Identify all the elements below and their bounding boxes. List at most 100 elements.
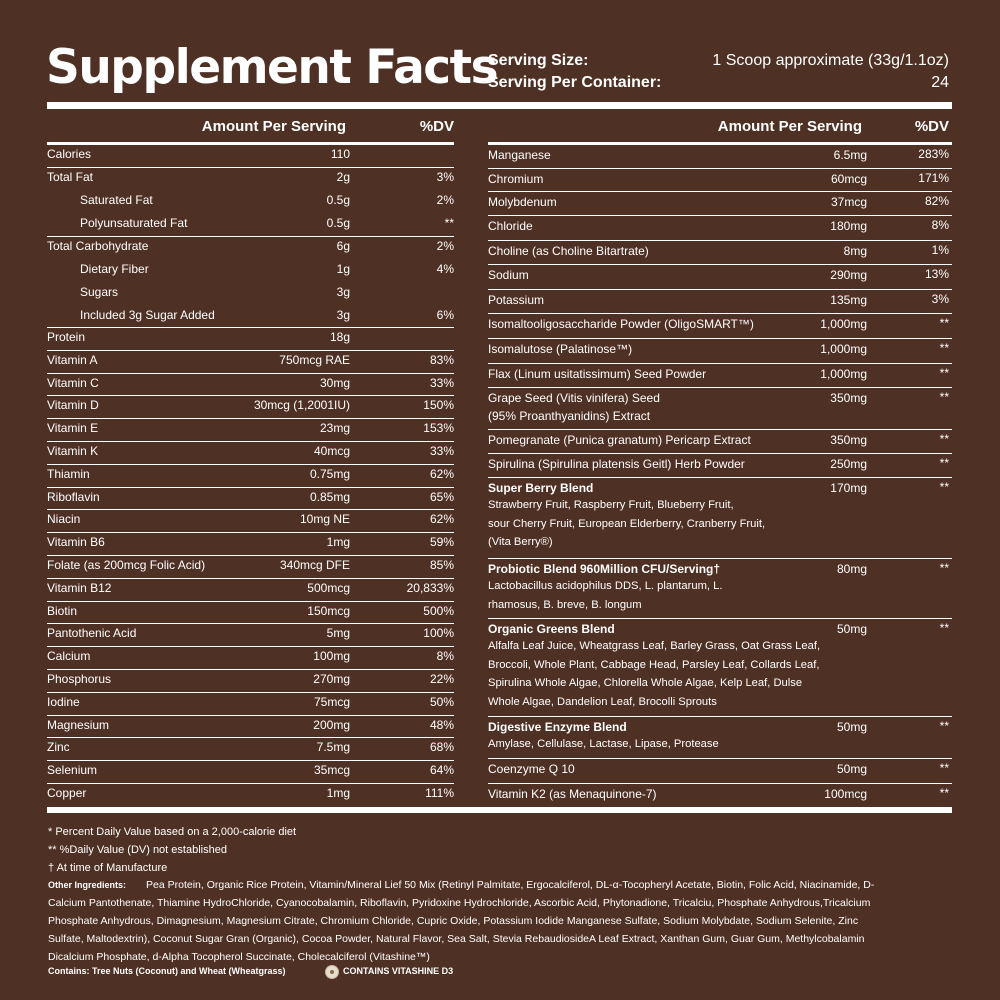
nutrient-amount: 0.75mg bbox=[309, 467, 350, 481]
nutrient-name: Coenzyme Q 10 bbox=[488, 762, 575, 776]
nutrient-amount: 1,000mg bbox=[820, 317, 867, 331]
nutrient-name: Riboflavin bbox=[47, 490, 100, 504]
nutrient-name: Vitamin B6 bbox=[47, 535, 105, 549]
other-ingredients-line-3: Phosphate Anhydrous, Dimagnesium, Magnes… bbox=[48, 915, 859, 927]
nutrient-name: Organic Greens Blend bbox=[488, 622, 615, 636]
row-divider bbox=[488, 168, 952, 169]
nutrient-dv: 2% bbox=[436, 239, 454, 253]
row-divider bbox=[488, 338, 952, 339]
row-divider bbox=[47, 532, 454, 533]
nutrient-name: Super Berry Blend bbox=[488, 481, 594, 495]
nutrient-dv: 500% bbox=[423, 604, 454, 618]
nutrient-dv: ** bbox=[939, 432, 949, 446]
row-divider bbox=[47, 167, 454, 168]
blend-ingredients: Strawberry Fruit, Raspberry Fruit, Blueb… bbox=[488, 499, 734, 511]
nutrient-amount: 1mg bbox=[326, 786, 350, 800]
nutrient-name: Potassium bbox=[488, 293, 545, 307]
nutrient-name: Digestive Enzyme Blend bbox=[488, 720, 627, 734]
nutrient-amount: 100mcg bbox=[824, 787, 867, 801]
servings-per-container-value: 24 bbox=[931, 74, 949, 91]
nutrient-dv: 8% bbox=[931, 218, 949, 232]
nutrient-name: Folate (as 200mcg Folic Acid) bbox=[47, 558, 206, 572]
row-divider bbox=[47, 601, 454, 602]
row-divider bbox=[47, 760, 454, 761]
nutrient-amount: 180mg bbox=[830, 219, 867, 233]
nutrient-dv: 59% bbox=[429, 535, 454, 549]
row-divider bbox=[47, 350, 454, 351]
nutrient-name: Saturated Fat bbox=[80, 193, 153, 207]
other-ingredients-line-2: Calcium Pantothenate, Thiamine HydroChlo… bbox=[48, 897, 871, 909]
nutrient-dv: 85% bbox=[429, 558, 454, 572]
nutrient-dv: ** bbox=[939, 390, 949, 404]
nutrient-name: Vitamin D bbox=[47, 398, 99, 412]
left-dv-header: %DV bbox=[419, 118, 454, 135]
nutrient-amount: 0.85mg bbox=[309, 490, 350, 504]
nutrient-name: Sugars bbox=[80, 285, 119, 299]
blend-ingredients: Alfalfa Leaf Juice, Wheatgrass Leaf, Bar… bbox=[488, 640, 821, 652]
nutrient-amount: 30mg bbox=[319, 376, 350, 390]
nutrient-dv: 171% bbox=[918, 171, 949, 185]
header-divider bbox=[47, 102, 952, 109]
nutrient-dv: ** bbox=[939, 621, 949, 635]
nutrient-dv: ** bbox=[939, 341, 949, 355]
nutrient-amount: 18g bbox=[329, 330, 350, 344]
row-divider bbox=[47, 646, 454, 647]
row-divider bbox=[488, 618, 952, 619]
left-header-rule bbox=[47, 142, 454, 145]
page-title: Supplement Facts bbox=[46, 40, 499, 95]
row-divider bbox=[488, 716, 952, 717]
nutrient-dv: ** bbox=[444, 216, 454, 230]
nutrient-amount: 6.5mg bbox=[833, 148, 867, 162]
row-divider bbox=[47, 236, 454, 237]
row-divider bbox=[488, 783, 952, 784]
serving-size-value: 1 Scoop approximate (33g/1.1oz) bbox=[712, 52, 949, 69]
right-amount-header: Amount Per Serving bbox=[717, 118, 862, 135]
nutrient-dv: 65% bbox=[429, 490, 454, 504]
nutrient-amount: 200mg bbox=[313, 718, 350, 732]
footnote-not-established: ** %Daily Value (DV) not established bbox=[48, 844, 227, 856]
nutrient-amount: 10mg NE bbox=[299, 512, 350, 526]
nutrient-dv: ** bbox=[939, 366, 949, 380]
nutrient-amount: 23mg bbox=[319, 421, 350, 435]
row-divider bbox=[47, 464, 454, 465]
nutrient-name: Protein bbox=[47, 330, 86, 344]
right-dv-header: %DV bbox=[914, 118, 949, 135]
nutrient-dv: ** bbox=[939, 786, 949, 800]
nutrient-amount: 2g bbox=[336, 170, 350, 184]
row-divider bbox=[488, 264, 952, 265]
blend-ingredients: Amylase, Cellulase, Lactase, Lipase, Pro… bbox=[488, 738, 719, 750]
nutrient-name: Zinc bbox=[47, 740, 70, 754]
nutrient-amount: 350mg bbox=[830, 433, 867, 447]
nutrient-amount: 500mcg bbox=[307, 581, 350, 595]
vitashine-badge-icon bbox=[325, 965, 339, 979]
nutrient-dv: 6% bbox=[436, 308, 454, 322]
nutrient-amount: 750mcg RAE bbox=[279, 353, 350, 367]
nutrient-name: Grape Seed (Vitis vinifera) Seed bbox=[488, 391, 660, 405]
nutrient-amount: 150mcg bbox=[307, 604, 350, 618]
row-divider bbox=[47, 669, 454, 670]
blend-ingredients: rhamosus, B. breve, B. longum bbox=[488, 598, 642, 611]
nutrient-name: Niacin bbox=[47, 512, 81, 526]
nutrient-amount: 0.5g bbox=[326, 193, 350, 207]
nutrient-dv: 3% bbox=[931, 292, 949, 306]
nutrient-dv: 283% bbox=[918, 147, 949, 161]
nutrient-amount: 50mg bbox=[836, 720, 867, 734]
nutrient-name: Dietary Fiber bbox=[80, 262, 149, 276]
nutrient-name: Molybdenum bbox=[488, 195, 557, 209]
row-divider bbox=[488, 477, 952, 478]
nutrient-amount: 110 bbox=[330, 147, 350, 161]
bottom-divider bbox=[47, 807, 952, 813]
nutrient-amount: 8mg bbox=[843, 244, 867, 258]
nutrient-amount: 6g bbox=[336, 239, 350, 253]
nutrient-name: Included 3g Sugar Added bbox=[80, 308, 215, 322]
nutrient-dv: 153% bbox=[423, 421, 454, 435]
nutrient-dv: 4% bbox=[436, 262, 454, 276]
nutrient-name: Calcium bbox=[47, 649, 91, 663]
vitashine-label: CONTAINS VITASHINE D3 bbox=[343, 966, 454, 976]
nutrient-amount: 1,000mg bbox=[820, 342, 867, 356]
nutrient-name: Choline (as Choline Bitartrate) bbox=[488, 244, 649, 258]
row-divider bbox=[47, 487, 454, 488]
nutrient-amount: 1g bbox=[336, 262, 350, 276]
nutrient-dv: 33% bbox=[429, 444, 454, 458]
nutrient-amount: 340mcg DFE bbox=[279, 558, 350, 572]
